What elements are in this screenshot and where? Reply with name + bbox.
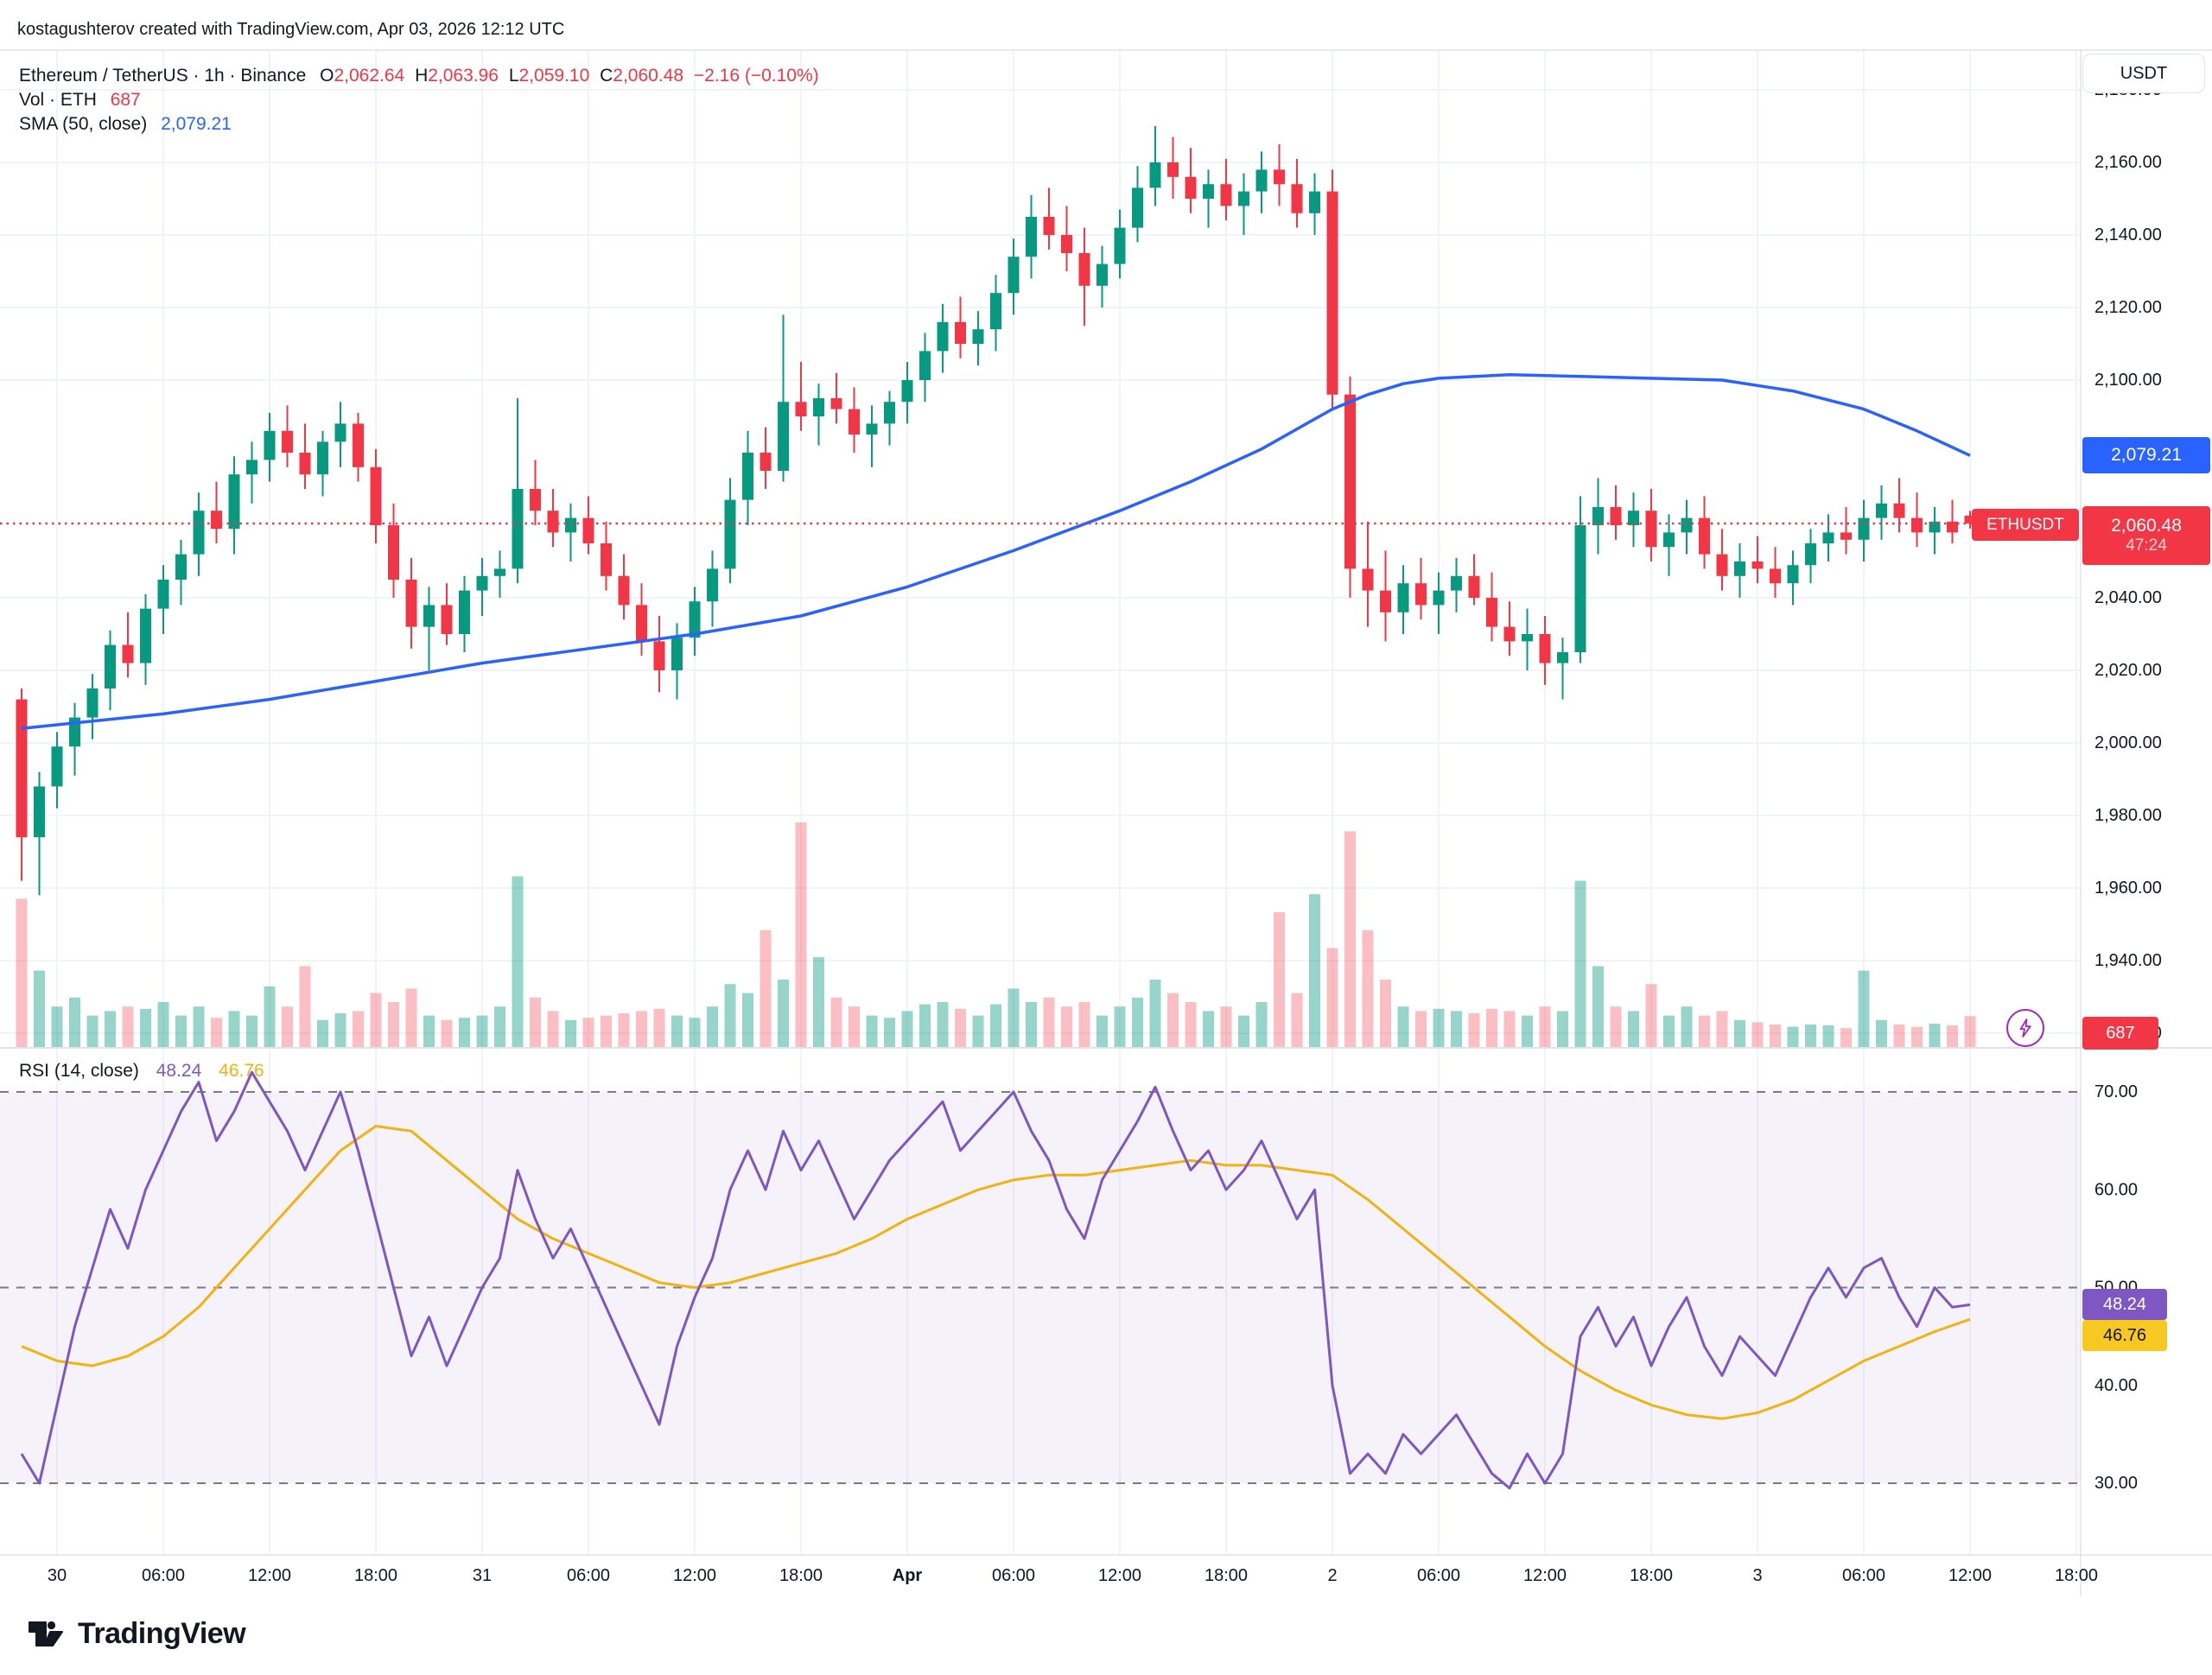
close-value: 2,060.48: [613, 66, 684, 86]
open-label: O: [320, 66, 334, 86]
tradingview-logo[interactable]: TradingView: [26, 1614, 246, 1653]
rsi-label: RSI (14, close): [19, 1061, 139, 1081]
svg-text:1,940.00: 1,940.00: [2094, 951, 2162, 970]
low-label: L: [508, 66, 519, 86]
last-price-value: 2,060.48: [2111, 516, 2182, 536]
svg-text:12:00: 12:00: [1523, 1566, 1567, 1585]
svg-text:18:00: 18:00: [1630, 1566, 1673, 1585]
high-value: 2,063.96: [428, 66, 499, 86]
svg-text:70.00: 70.00: [2094, 1082, 2138, 1101]
tradingview-icon: [29, 1621, 63, 1646]
flash-order-button[interactable]: [2006, 1009, 2044, 1047]
rsi-legend[interactable]: RSI (14, close) 48.24 46.76: [19, 1061, 264, 1082]
svg-text:18:00: 18:00: [354, 1566, 397, 1585]
bar-countdown: 47:24: [2126, 536, 2167, 555]
svg-text:18:00: 18:00: [779, 1566, 823, 1585]
svg-text:3: 3: [1752, 1566, 1762, 1585]
sma-value: 2,079.21: [161, 114, 232, 134]
svg-text:18:00: 18:00: [2055, 1566, 2098, 1585]
symbol-legend[interactable]: Ethereum / TetherUS · 1h · Binance O2,06…: [19, 66, 819, 86]
svg-text:30: 30: [48, 1566, 67, 1585]
brand-name: TradingView: [78, 1616, 246, 1650]
lightning-icon: [2019, 1018, 2031, 1037]
svg-text:12:00: 12:00: [673, 1566, 716, 1585]
grid-layer: [0, 50, 2081, 1555]
symbol-price-tag: ETHUSDT: [1972, 509, 2079, 541]
rsi-value: 48.24: [156, 1061, 202, 1081]
svg-text:2,120.00: 2,120.00: [2094, 298, 2162, 317]
rsi-line: [20, 1070, 1971, 1490]
sma-legend[interactable]: SMA (50, close) 2,079.21: [19, 114, 232, 135]
time-axis-labels[interactable]: 30 06:00 12:00 18:00 31 06:00 12:00 18:00 Apr 06:…: [48, 1566, 2098, 1585]
svg-text:06:00: 06:00: [1842, 1566, 1885, 1585]
rsi-ma-line: [21, 1125, 1971, 1420]
svg-text:1,980.00: 1,980.00: [2094, 806, 2162, 825]
svg-text:2,040.00: 2,040.00: [2094, 588, 2162, 607]
volume-bars: [16, 822, 1976, 1047]
svg-text:30.00: 30.00: [2094, 1474, 2138, 1493]
svg-text:40.00: 40.00: [2094, 1376, 2138, 1395]
sma-label: SMA (50, close): [19, 114, 148, 134]
rsi-ma-value: 46.76: [219, 1061, 264, 1081]
svg-text:06:00: 06:00: [1417, 1566, 1460, 1585]
symbol-title: Ethereum / TetherUS · 1h · Binance: [19, 66, 307, 86]
rsi-levels: [0, 1091, 2081, 1484]
svg-text:2: 2: [1327, 1566, 1337, 1585]
close-label: C: [600, 66, 613, 86]
svg-text:06:00: 06:00: [567, 1566, 610, 1585]
sma-price-badge: 2,079.21: [2082, 437, 2210, 473]
low-value: 2,059.10: [518, 66, 590, 86]
svg-text:Apr: Apr: [893, 1566, 923, 1585]
open-value: 2,062.64: [334, 66, 405, 86]
svg-text:12:00: 12:00: [248, 1566, 291, 1585]
last-price-badge: 2,060.48 47:24: [2082, 506, 2210, 565]
candles-layer: [16, 126, 1976, 896]
rsi-ma-value-badge: 46.76: [2082, 1320, 2167, 1351]
svg-text:18:00: 18:00: [1205, 1566, 1248, 1585]
svg-text:12:00: 12:00: [1948, 1566, 1992, 1585]
svg-text:2,140.00: 2,140.00: [2094, 225, 2162, 244]
volume-value-badge: 687: [2082, 1017, 2158, 1050]
high-label: H: [415, 66, 429, 86]
svg-text:2,100.00: 2,100.00: [2094, 371, 2162, 390]
change-value: −2.16 (−0.10%): [693, 66, 819, 86]
sma-line: [21, 372, 1971, 730]
svg-text:31: 31: [473, 1566, 492, 1585]
svg-text:06:00: 06:00: [992, 1566, 1035, 1585]
currency-usdt-button[interactable]: USDT: [2082, 54, 2205, 93]
volume-value: 687: [110, 90, 141, 110]
svg-text:06:00: 06:00: [142, 1566, 185, 1585]
frame-borders: [0, 49, 2212, 1596]
volume-legend[interactable]: Vol · ETH 687: [19, 90, 141, 111]
svg-text:1,960.00: 1,960.00: [2094, 879, 2162, 898]
svg-text:2,000.00: 2,000.00: [2094, 733, 2162, 752]
attribution-text: kostagushterov created with TradingView.…: [17, 20, 565, 39]
svg-text:2,020.00: 2,020.00: [2094, 661, 2162, 680]
svg-text:12:00: 12:00: [1098, 1566, 1141, 1585]
svg-text:2,160.00: 2,160.00: [2094, 153, 2162, 172]
rsi-value-badge: 48.24: [2082, 1289, 2167, 1320]
volume-label: Vol · ETH: [19, 90, 97, 110]
svg-text:60.00: 60.00: [2094, 1180, 2138, 1199]
